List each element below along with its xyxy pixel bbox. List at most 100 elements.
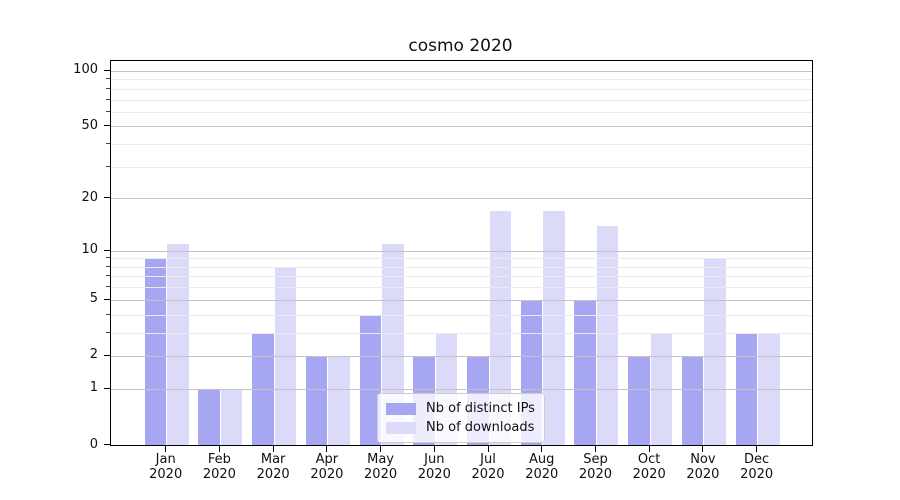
y-minor-tick-mark: [106, 165, 110, 167]
x-tick-label-year: 2020: [202, 467, 236, 482]
y-minor-tick-mark: [106, 78, 110, 80]
legend-swatch-downloads-icon: [386, 421, 416, 434]
bar-distinct-ips-apr: [305, 355, 328, 445]
gridline-minor: [111, 314, 812, 316]
x-tick-label: Mar 2020: [241, 452, 305, 482]
x-tick-label-month: Mar: [260, 452, 286, 467]
y-tick-label: 2: [89, 347, 98, 363]
x-tick-label-year: 2020: [364, 467, 398, 482]
x-tick-label: Apr 2020: [295, 452, 359, 482]
x-tick-label: Jul 2020: [456, 452, 520, 482]
y-tick-mark: [104, 125, 110, 127]
y-tick-mark: [104, 444, 110, 445]
y-minor-tick-mark: [106, 110, 110, 112]
x-tick-mark: [487, 446, 489, 452]
x-tick-label: Feb 2020: [187, 452, 251, 482]
legend: Nb of distinct IPs Nb of downloads: [377, 393, 545, 443]
gridline-minor: [111, 99, 812, 101]
bar-distinct-ips-feb: [198, 388, 220, 445]
y-minor-tick-mark: [106, 286, 110, 288]
gridline-minor: [111, 258, 812, 260]
gridline-minor: [111, 88, 812, 90]
gridline-minor: [111, 276, 812, 278]
y-minor-tick-mark: [106, 98, 110, 100]
x-tick-label: Oct 2020: [617, 452, 681, 482]
legend-item: Nb of downloads: [386, 418, 535, 437]
x-tick-mark: [165, 446, 167, 452]
y-tick-mark: [104, 354, 110, 356]
y-tick-label: 20: [81, 189, 98, 205]
bar-downloads-aug: [543, 210, 565, 445]
legend-item-label: Nb of distinct IPs: [426, 401, 535, 416]
gridline-major: [111, 250, 812, 252]
x-tick-mark: [702, 446, 704, 452]
x-tick-label-month: Feb: [207, 452, 231, 467]
y-tick-mark: [104, 298, 110, 300]
bar-distinct-ips-may: [359, 314, 382, 445]
x-tick-label-year: 2020: [578, 467, 612, 482]
y-tick-label: 50: [81, 117, 98, 133]
x-tick-label-month: Jan: [155, 452, 176, 467]
x-tick-mark: [380, 446, 382, 452]
bar-distinct-ips-jan: [144, 258, 167, 445]
y-minor-tick-mark: [106, 87, 110, 89]
gridline-major: [111, 299, 812, 301]
y-tick-label: 0: [89, 436, 98, 452]
x-tick-label-month: Jul: [480, 452, 496, 467]
x-tick-label: Dec 2020: [725, 452, 789, 482]
x-tick-mark: [541, 446, 543, 452]
x-tick-label: Jan 2020: [134, 452, 198, 482]
y-tick-label: 1: [89, 380, 98, 396]
gridline-minor: [111, 166, 812, 168]
x-tick-label: Nov 2020: [671, 452, 735, 482]
gridline-minor: [111, 111, 812, 113]
bar-downloads-jul: [489, 210, 512, 445]
y-minor-tick-mark: [106, 265, 110, 267]
y-tick-label: 10: [81, 242, 98, 258]
plot-area: [110, 60, 813, 446]
x-tick-label-year: 2020: [525, 467, 559, 482]
y-tick-label: 5: [89, 291, 98, 307]
x-tick-mark: [594, 446, 596, 452]
bar-downloads-nov: [704, 258, 726, 445]
y-tick-label: 100: [73, 62, 98, 78]
x-tick-label-year: 2020: [632, 467, 666, 482]
x-tick-mark: [756, 446, 758, 452]
bar-distinct-ips-sep: [574, 299, 596, 445]
x-tick-label-month: Jun: [424, 452, 445, 467]
x-tick-label-month: Apr: [315, 452, 339, 467]
x-tick-mark: [648, 446, 650, 452]
x-tick-mark: [218, 446, 220, 452]
bar-downloads-sep: [596, 225, 619, 445]
y-minor-tick-mark: [106, 257, 110, 259]
y-minor-tick-mark: [106, 275, 110, 277]
bar-downloads-apr: [328, 355, 350, 445]
x-tick-label-year: 2020: [149, 467, 183, 482]
x-tick-label-month: May: [367, 452, 395, 467]
x-tick-label-month: Nov: [690, 452, 716, 467]
y-tick-mark: [104, 197, 110, 199]
gridline-minor: [111, 287, 812, 289]
x-tick-mark: [433, 446, 435, 452]
bar-downloads-feb: [220, 388, 243, 445]
chart-title: cosmo 2020: [408, 36, 513, 56]
y-minor-tick-mark: [106, 313, 110, 315]
x-tick-label-year: 2020: [471, 467, 505, 482]
bar-distinct-ips-oct: [628, 355, 650, 445]
y-tick-mark: [104, 69, 110, 71]
x-tick-label-year: 2020: [256, 467, 290, 482]
x-tick-label: Sep 2020: [563, 452, 627, 482]
legend-swatch-distinct-ips-icon: [386, 402, 416, 415]
legend-item: Nb of distinct IPs: [386, 399, 535, 418]
gridline-minor: [111, 144, 812, 146]
gridline-minor: [111, 332, 812, 334]
x-tick-label-year: 2020: [310, 467, 344, 482]
gridline-minor: [111, 79, 812, 81]
x-tick-label-month: Oct: [637, 452, 661, 467]
x-tick-label-year: 2020: [417, 467, 451, 482]
bar-distinct-ips-nov: [681, 355, 704, 445]
x-tick-label: Jun 2020: [402, 452, 466, 482]
y-minor-tick-mark: [106, 331, 110, 333]
legend-item-label: Nb of downloads: [426, 420, 535, 435]
